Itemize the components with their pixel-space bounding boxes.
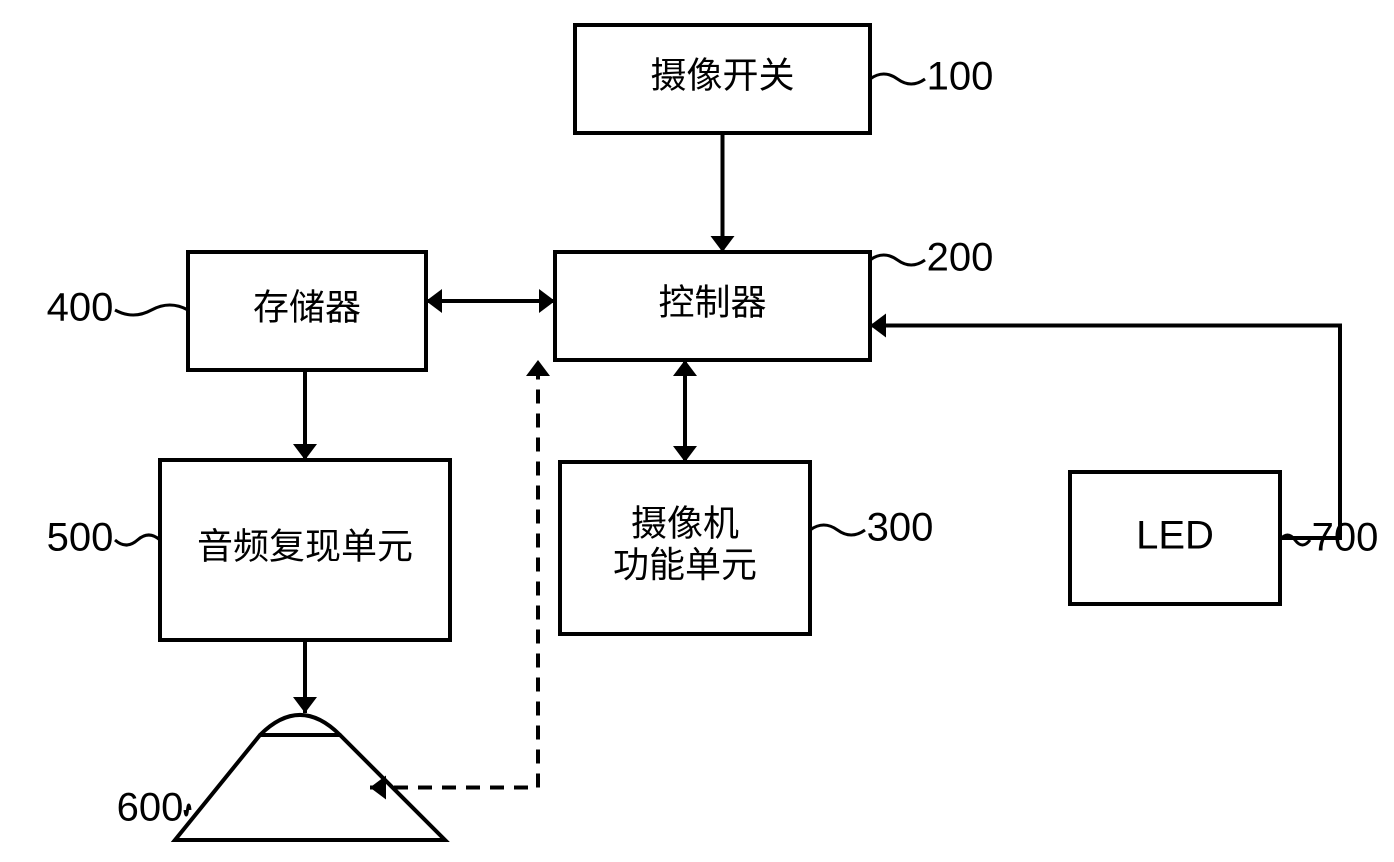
camera-switch-ref: 100 <box>927 55 994 99</box>
speaker-ref: 600 <box>117 786 184 830</box>
controller-ref-tick <box>870 255 925 265</box>
speaker-dome <box>260 715 340 735</box>
edge-500-600 <box>293 640 317 713</box>
edge-200-700 <box>870 313 1340 538</box>
edge-100-200 <box>711 133 735 252</box>
audio-ref-tick <box>115 535 160 545</box>
controller-ref: 200 <box>927 236 994 280</box>
audio-ref: 500 <box>47 516 114 560</box>
camera-switch-box-label: 摄像开关 <box>650 55 794 95</box>
audio-box-label: 音频复现单元 <box>197 526 413 566</box>
camera-switch-ref-tick <box>870 74 925 84</box>
controller-box-label: 控制器 <box>658 282 766 322</box>
led-box-label: LED <box>1136 514 1214 558</box>
edge-600-200 <box>370 360 550 800</box>
camera-func-box-label-1: 功能单元 <box>613 545 757 585</box>
memory-ref: 400 <box>47 286 114 330</box>
edge-200-300 <box>673 360 697 462</box>
edge-400-200 <box>426 289 555 313</box>
camera-func-ref-tick <box>810 525 865 535</box>
camera-func-ref: 300 <box>867 506 934 550</box>
speaker-ref-tick <box>185 805 190 815</box>
memory-box-label: 存储器 <box>253 287 361 327</box>
camera-func-box-label-0: 摄像机 <box>631 504 739 544</box>
memory-ref-tick <box>115 305 188 315</box>
edge-400-500 <box>293 370 317 460</box>
